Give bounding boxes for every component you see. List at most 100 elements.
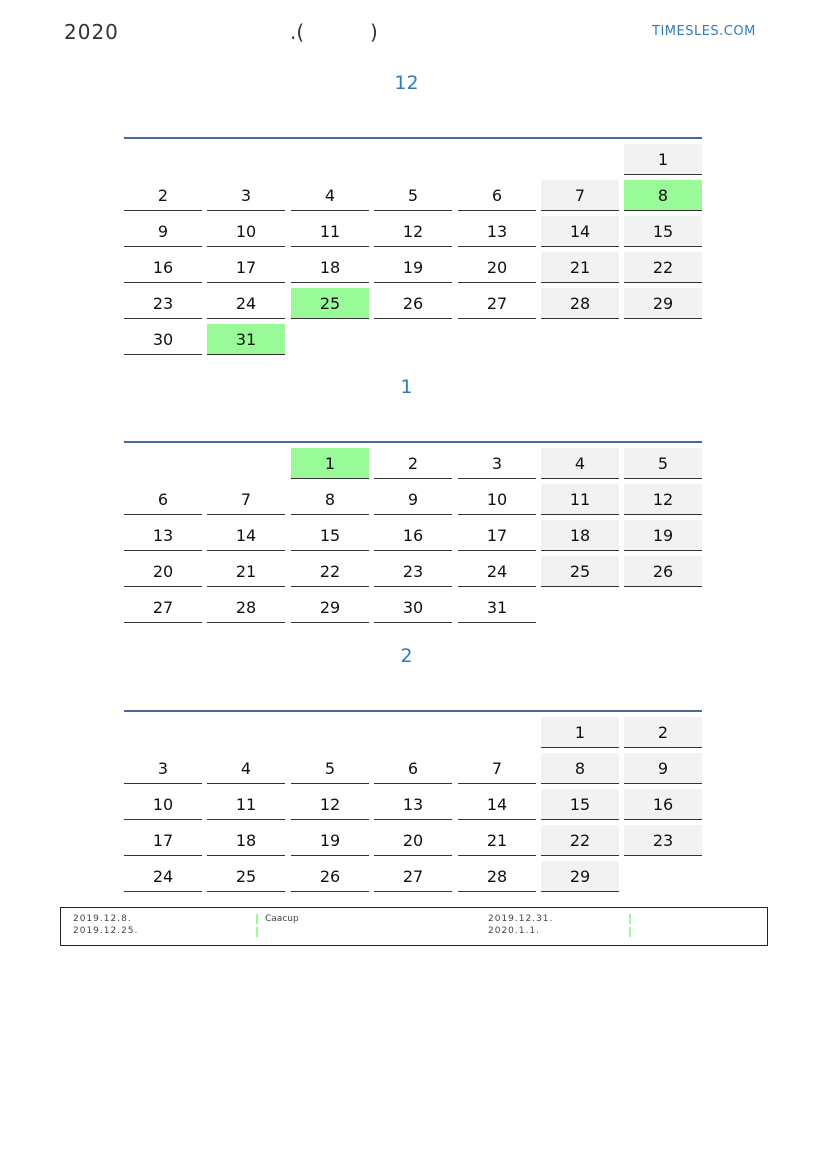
day-cell: 29 — [541, 861, 619, 892]
year-title: 2020 — [64, 20, 119, 44]
day-cell: 11 — [207, 789, 285, 820]
day-cell: 9 — [624, 753, 702, 784]
day-cell: 17 — [124, 825, 202, 856]
day-cell: 24 — [458, 556, 536, 587]
day-cell: 31 — [207, 324, 285, 355]
day-cell: 28 — [541, 288, 619, 319]
month-title: 2 — [400, 645, 413, 667]
day-cell: 19 — [624, 520, 702, 551]
day-cell: 7 — [458, 753, 536, 784]
day-cell: 16 — [374, 520, 452, 551]
holiday-legend: 2019.12.8. 2019.12.25. Caacup 2019.12.31… — [60, 907, 768, 946]
legend-date: 2019.12.8. — [73, 914, 132, 924]
day-cell: 8 — [624, 180, 702, 211]
day-cell: 16 — [624, 789, 702, 820]
day-cell: 30 — [124, 324, 202, 355]
day-cell: 24 — [207, 288, 285, 319]
day-cell: 6 — [124, 484, 202, 515]
day-cell: 20 — [124, 556, 202, 587]
day-cell: 6 — [374, 753, 452, 784]
day-cell: 6 — [458, 180, 536, 211]
day-cell: 25 — [541, 556, 619, 587]
day-cell: 25 — [291, 288, 369, 319]
legend-date: 2019.12.31. — [488, 914, 554, 924]
day-cell: 19 — [291, 825, 369, 856]
day-cell: 30 — [374, 592, 452, 623]
day-cell: 12 — [374, 216, 452, 247]
day-cell: 18 — [541, 520, 619, 551]
day-cell: 15 — [624, 216, 702, 247]
day-cell: 11 — [541, 484, 619, 515]
day-cell: 26 — [291, 861, 369, 892]
day-cell: 1 — [541, 717, 619, 748]
paren-open: .( — [290, 20, 305, 44]
day-cell: 12 — [291, 789, 369, 820]
day-cell: 10 — [458, 484, 536, 515]
day-cell: 7 — [207, 484, 285, 515]
day-cell: 18 — [291, 252, 369, 283]
day-cell: 1 — [291, 448, 369, 479]
day-cell: 26 — [374, 288, 452, 319]
day-cell: 8 — [291, 484, 369, 515]
day-cell: 22 — [624, 252, 702, 283]
day-cell: 4 — [207, 753, 285, 784]
day-cell: 14 — [207, 520, 285, 551]
day-cell: 17 — [458, 520, 536, 551]
paren-close: ) — [370, 20, 378, 44]
day-cell: 2 — [124, 180, 202, 211]
day-cell: 13 — [458, 216, 536, 247]
day-cell: 20 — [374, 825, 452, 856]
day-cell: 21 — [541, 252, 619, 283]
day-cell: 4 — [291, 180, 369, 211]
day-cell: 14 — [458, 789, 536, 820]
day-cell: 5 — [374, 180, 452, 211]
month-rule — [124, 710, 702, 712]
day-cell: 19 — [374, 252, 452, 283]
day-cell: 1 — [624, 144, 702, 175]
day-cell: 15 — [291, 520, 369, 551]
day-cell: 20 — [458, 252, 536, 283]
day-cell: 18 — [207, 825, 285, 856]
legend-name: Caacup — [265, 914, 299, 924]
day-cell: 13 — [374, 789, 452, 820]
day-cell: 22 — [291, 556, 369, 587]
day-cell: 17 — [207, 252, 285, 283]
day-cell: 11 — [291, 216, 369, 247]
day-cell: 29 — [291, 592, 369, 623]
legend-date: 2019.12.25. — [73, 926, 139, 936]
day-cell: 23 — [374, 556, 452, 587]
day-cell: 13 — [124, 520, 202, 551]
day-cell: 22 — [541, 825, 619, 856]
day-cell: 16 — [124, 252, 202, 283]
day-cell: 4 — [541, 448, 619, 479]
month-title: 1 — [400, 376, 413, 398]
month-rule — [124, 441, 702, 443]
legend-marker — [256, 914, 258, 924]
day-cell: 10 — [124, 789, 202, 820]
day-cell: 31 — [458, 592, 536, 623]
day-cell: 3 — [458, 448, 536, 479]
subtitle: .() — [290, 20, 378, 44]
day-cell: 27 — [124, 592, 202, 623]
day-cell: 5 — [624, 448, 702, 479]
day-cell: 25 — [207, 861, 285, 892]
day-cell: 15 — [541, 789, 619, 820]
day-cell: 9 — [374, 484, 452, 515]
day-cell: 5 — [291, 753, 369, 784]
day-cell: 12 — [624, 484, 702, 515]
day-cell: 24 — [124, 861, 202, 892]
site-link[interactable]: TIMESLES.COM — [652, 24, 756, 39]
day-cell: 27 — [374, 861, 452, 892]
day-cell: 2 — [624, 717, 702, 748]
month-rule — [124, 137, 702, 139]
day-cell: 2 — [374, 448, 452, 479]
legend-date: 2020.1.1. — [488, 926, 540, 936]
day-cell: 23 — [124, 288, 202, 319]
day-cell: 3 — [124, 753, 202, 784]
day-cell: 21 — [458, 825, 536, 856]
legend-marker — [256, 927, 258, 937]
day-cell: 9 — [124, 216, 202, 247]
day-cell: 26 — [624, 556, 702, 587]
day-cell: 8 — [541, 753, 619, 784]
